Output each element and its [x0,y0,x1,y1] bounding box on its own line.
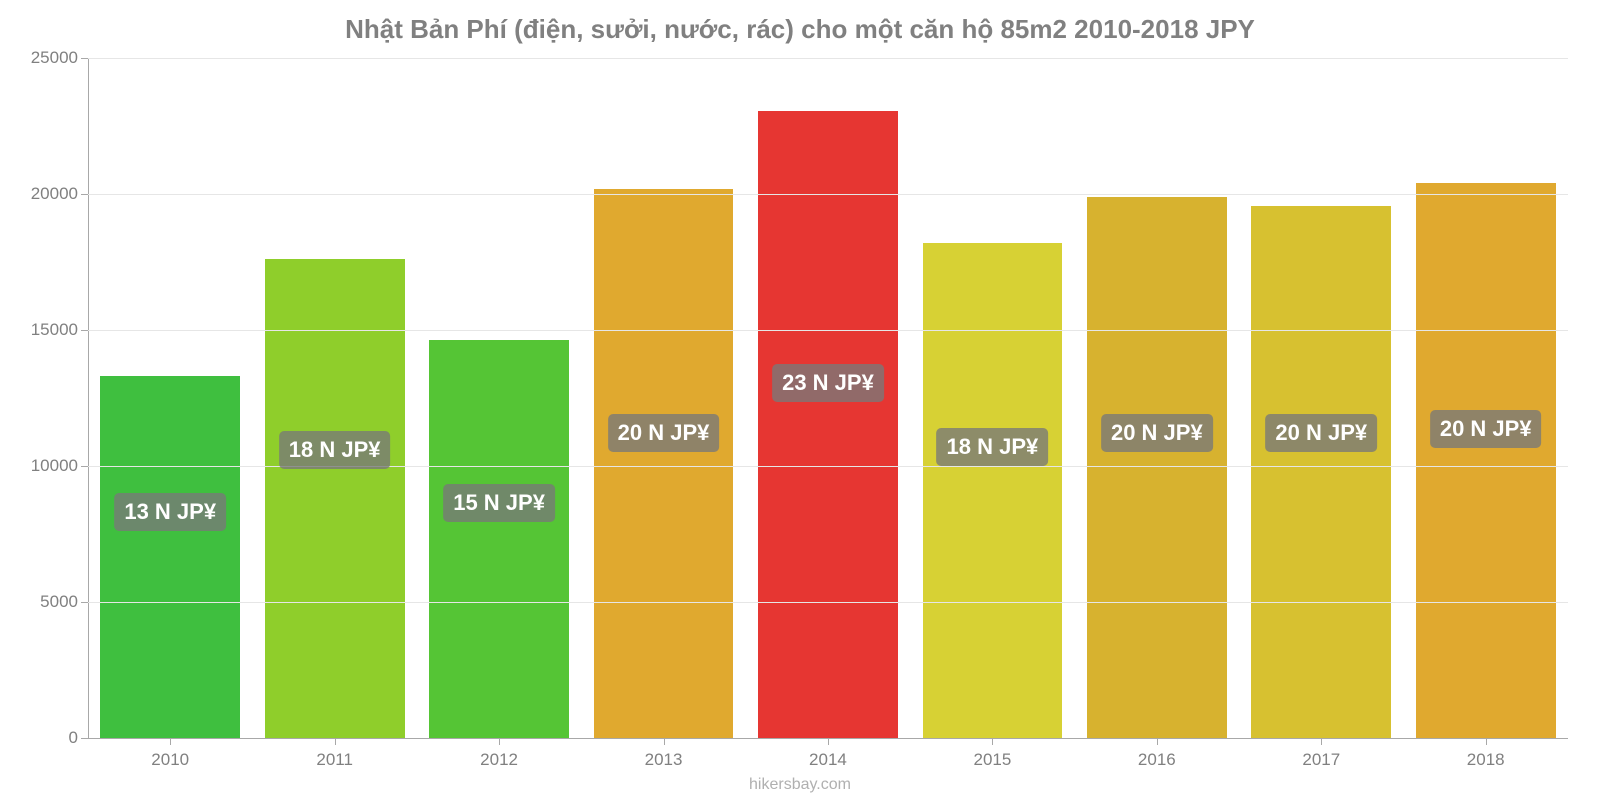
bar-slot: 13 N JP¥2010 [88,58,252,738]
x-tick-label: 2015 [973,738,1011,770]
gridline [88,738,1568,739]
y-tick-label: 10000 [31,456,88,476]
bar-slot: 23 N JP¥2014 [746,58,910,738]
bar [100,376,240,738]
bar-slot: 15 N JP¥2012 [417,58,581,738]
bar-slot: 18 N JP¥2015 [910,58,1074,738]
x-tick-label: 2018 [1467,738,1505,770]
y-tick-label: 0 [69,728,88,748]
bars-row: 13 N JP¥201018 N JP¥201115 N JP¥201220 N… [88,58,1568,738]
y-tick-label: 5000 [40,592,88,612]
bar [1416,183,1556,738]
y-tick-label: 25000 [31,48,88,68]
bar [429,340,569,738]
y-tick-label: 20000 [31,184,88,204]
bar-value-badge: 20 N JP¥ [608,414,720,452]
chart-title: Nhật Bản Phí (điện, sưởi, nước, rác) cho… [0,14,1600,45]
attribution: hikersbay.com [0,776,1600,794]
plot-area: 13 N JP¥201018 N JP¥201115 N JP¥201220 N… [88,58,1568,738]
gridline [88,330,1568,331]
bar-value-badge: 23 N JP¥ [772,364,884,402]
bar [758,111,898,738]
bar-slot: 20 N JP¥2017 [1239,58,1403,738]
bar-value-badge: 20 N JP¥ [1430,410,1542,448]
x-tick-label: 2012 [480,738,518,770]
bar [265,259,405,738]
bar [1251,206,1391,738]
bar [594,189,734,738]
gridline [88,194,1568,195]
x-tick-label: 2013 [645,738,683,770]
bar [923,243,1063,738]
bar-value-badge: 13 N JP¥ [114,493,226,531]
gridline [88,602,1568,603]
x-tick-label: 2017 [1302,738,1340,770]
bar-value-badge: 15 N JP¥ [443,484,555,522]
x-tick-label: 2010 [151,738,189,770]
y-tick-label: 15000 [31,320,88,340]
bar-slot: 18 N JP¥2011 [252,58,416,738]
bar [1087,197,1227,738]
bar-value-badge: 18 N JP¥ [279,431,391,469]
bar-chart: Nhật Bản Phí (điện, sưởi, nước, rác) cho… [0,0,1600,800]
x-tick-label: 2011 [316,738,353,770]
x-tick-label: 2014 [809,738,847,770]
bar-slot: 20 N JP¥2016 [1075,58,1239,738]
gridline [88,58,1568,59]
bar-slot: 20 N JP¥2018 [1404,58,1568,738]
bar-value-badge: 18 N JP¥ [937,428,1049,466]
bar-value-badge: 20 N JP¥ [1101,414,1213,452]
bar-value-badge: 20 N JP¥ [1265,414,1377,452]
x-tick-label: 2016 [1138,738,1176,770]
bar-slot: 20 N JP¥2013 [581,58,745,738]
